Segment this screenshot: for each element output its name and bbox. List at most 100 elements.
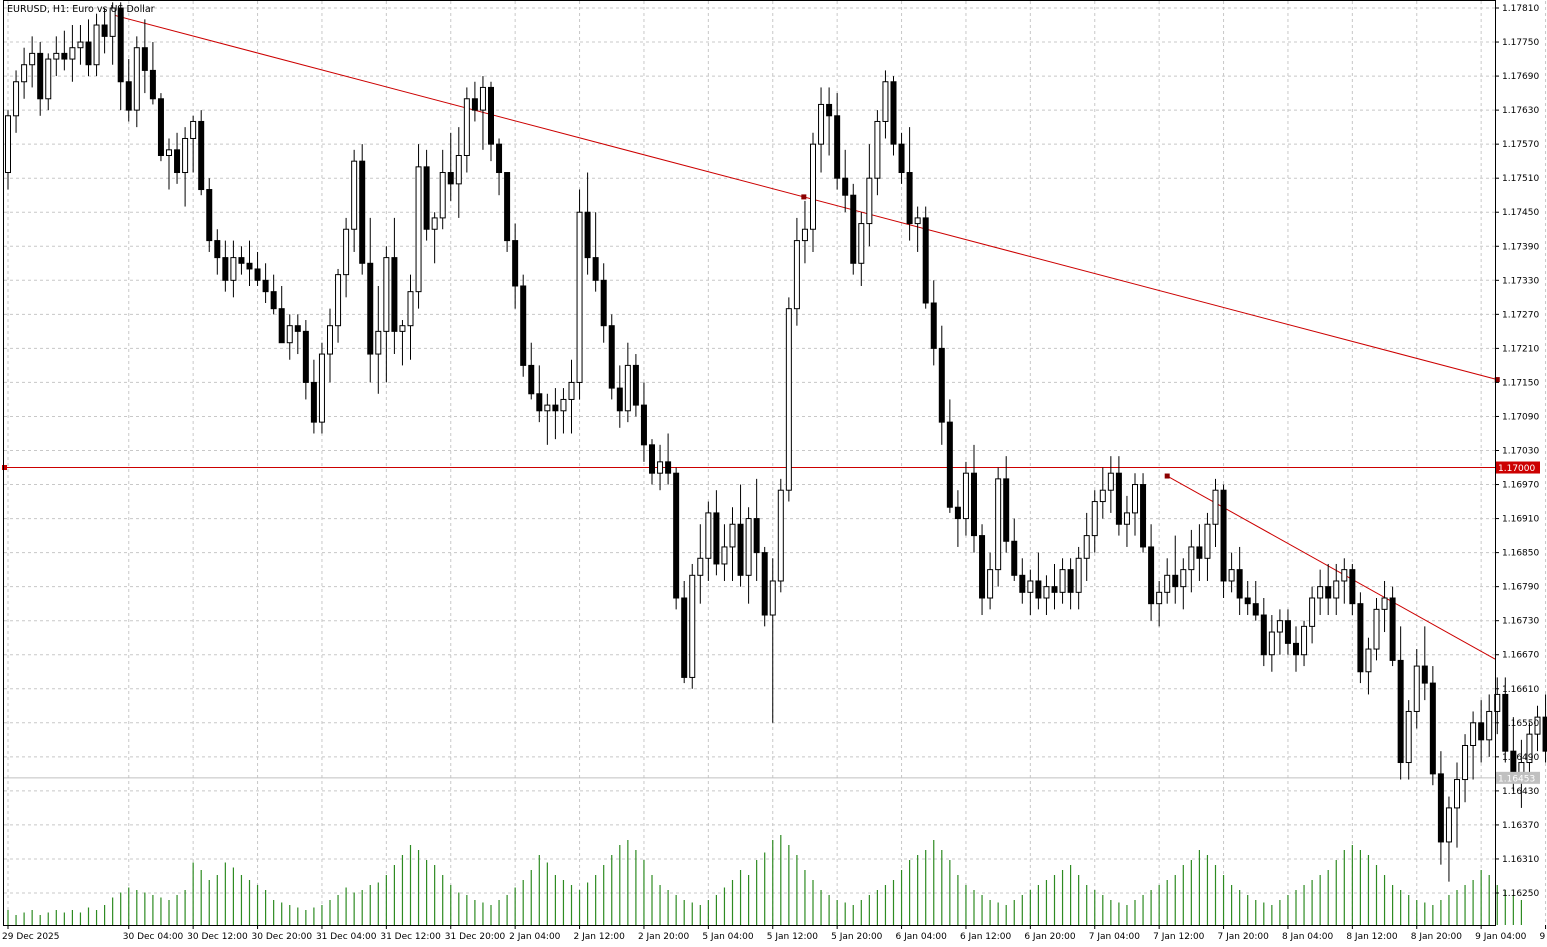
candle-body [1140,484,1147,548]
candle [1132,473,1138,536]
candle [399,320,406,366]
candle [190,115,197,173]
candle [1486,694,1493,757]
candle-body [310,381,317,423]
candle [1309,586,1316,644]
x-tick-label: 6 Jan 20:00 [1024,932,1076,942]
candle-body [938,347,945,423]
candle [286,314,293,360]
candle-body [294,325,301,332]
candle [335,268,342,343]
trendline-anchor[interactable] [801,194,807,200]
x-tick-label: 31 Dec 20:00 [445,932,506,942]
price-axis[interactable]: 1.17810 1.17750 1.17690 1.17630 1.17570 1.175… [1495,4,1540,899]
candle-body [1397,659,1404,764]
candle-body [93,24,100,66]
candle [318,342,325,434]
x-tick-label: 5 Jan 20:00 [831,932,883,942]
candle [1389,586,1396,667]
candle-body [834,115,841,179]
candle [262,263,269,303]
candle [1196,524,1203,581]
y-tick-label: 1.16370 [1502,821,1539,831]
y-tick-label: 1.17330 [1502,276,1539,286]
candle-body [560,398,567,412]
candle [1494,677,1501,735]
candle [125,59,132,122]
candle-body [665,461,672,474]
x-tick-label: 7 Jan 12:00 [1153,932,1205,942]
candle [343,217,350,298]
y-tick-label: 1.17030 [1502,447,1539,457]
volume-histogram [7,835,1523,925]
candle-body [801,228,808,242]
candle [29,36,36,88]
candle-body [5,115,11,174]
candle-body [552,404,559,412]
candle [351,149,358,252]
current-price-label: 1.16453 [1498,774,1535,784]
chart-title: EURUSD, H1: Euro vs US Dollar [7,4,155,15]
candle-body [1164,574,1171,593]
candle [238,246,245,275]
candle-body [576,211,583,383]
candle [898,132,905,184]
candle-body [810,143,816,230]
candle [302,320,309,400]
x-tick-label: 8 Jan 12:00 [1346,932,1398,942]
trendline-anchor[interactable] [1164,473,1170,479]
candle [1478,700,1485,763]
candle-body [914,217,921,225]
candle [536,365,543,423]
candle [1445,796,1452,882]
candle-body [657,461,664,474]
x-tick-label: 31 Dec 04:00 [316,932,377,942]
candle-body [1526,733,1533,764]
candle [1148,524,1155,621]
candle [5,110,11,190]
candle [632,354,639,417]
candle [166,138,172,190]
candle-body [455,155,462,185]
candle-body [632,364,639,406]
level-anchor[interactable] [2,465,7,471]
candle-body [157,98,164,157]
y-tick-label: 1.16730 [1502,617,1539,627]
candle [962,461,969,536]
candle [479,76,486,150]
candle-body [1091,501,1098,537]
candle [906,127,913,241]
candle-body [616,387,623,412]
candle-body [327,325,333,355]
candle [1381,580,1388,633]
candle-body [29,52,36,66]
x-tick-label: 30 Dec 12:00 [187,932,248,942]
candle [471,81,478,122]
trendline-anchor[interactable] [1494,377,1500,383]
candle [922,206,929,309]
candle-body [1083,535,1090,559]
candle-body [1389,597,1396,661]
candle-body [206,189,213,242]
candle [1429,666,1436,786]
candle [1341,558,1348,604]
candle [359,144,366,275]
y-tick-label: 1.17510 [1502,174,1539,184]
candle-body [21,64,28,83]
candle [1397,626,1404,780]
candles [5,2,1547,882]
candle [520,274,527,377]
candle-body [1107,472,1114,491]
candle [254,251,261,286]
candle-body [1462,745,1469,781]
candle-body [471,98,478,111]
candle [552,388,559,440]
time-axis[interactable]: 29 Dec 2025 30 Dec 04:00 30 Dec 12:00 30 De… [2,925,1547,942]
candle [45,53,52,111]
candle-body [842,177,849,196]
candle [785,297,792,502]
candle-body [818,103,825,145]
y-tick-label: 1.17270 [1502,310,1539,320]
candle-body [463,98,470,157]
